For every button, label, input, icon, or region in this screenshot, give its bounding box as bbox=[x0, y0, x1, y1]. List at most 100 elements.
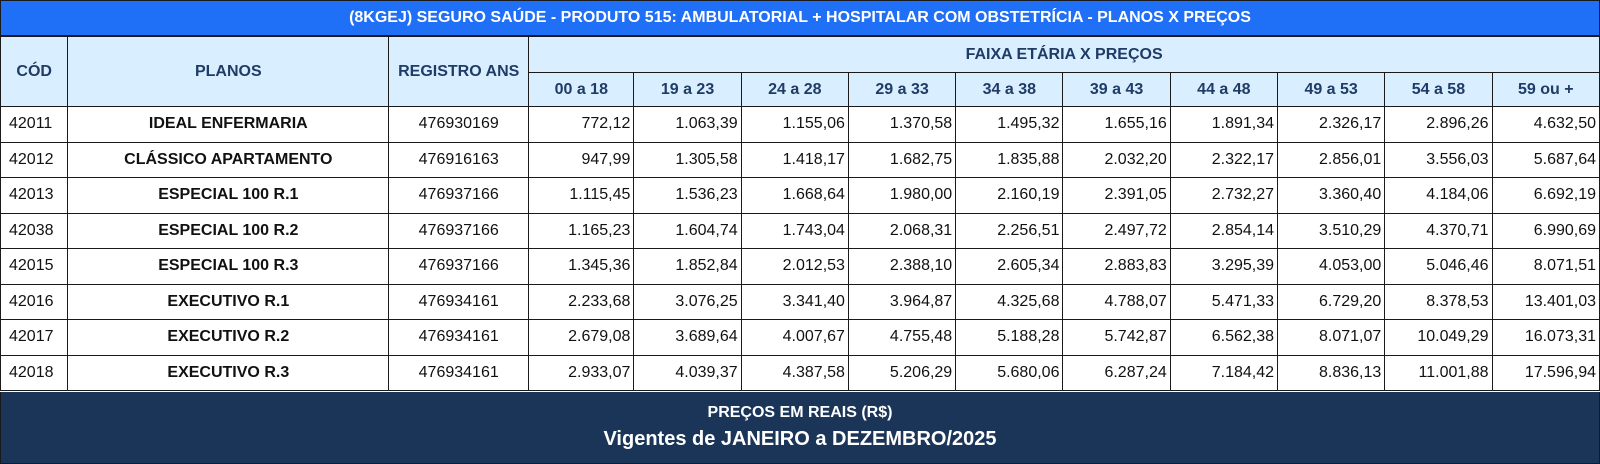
price-cell: 1.115,45 bbox=[528, 177, 635, 214]
registry-cell: 476937166 bbox=[388, 212, 530, 249]
plan-name-cell: ESPECIAL 100 R.1 bbox=[67, 177, 390, 214]
registry-cell: 476934161 bbox=[388, 283, 530, 320]
price-cell: 8.071,51 bbox=[1491, 248, 1600, 285]
registry-cell: 476934161 bbox=[388, 319, 530, 356]
price-cell: 2.256,51 bbox=[955, 212, 1064, 249]
price-cell: 6.287,24 bbox=[1062, 354, 1171, 391]
price-cell: 5.680,06 bbox=[955, 354, 1064, 391]
price-cell: 16.073,31 bbox=[1491, 319, 1600, 356]
price-cell: 1.682,75 bbox=[847, 141, 957, 178]
price-cell: 10.049,29 bbox=[1384, 319, 1493, 356]
plan-code-cell: 42017 bbox=[0, 319, 69, 356]
price-cell: 6.729,20 bbox=[1276, 283, 1386, 320]
age-band-header: 59 ou + bbox=[1491, 72, 1600, 107]
price-cell: 2.233,68 bbox=[528, 283, 635, 320]
price-cell: 2.854,14 bbox=[1169, 212, 1279, 249]
price-cell: 5.687,64 bbox=[1491, 141, 1600, 178]
price-cell: 1.891,34 bbox=[1169, 106, 1279, 143]
age-band-header: 00 a 18 bbox=[528, 72, 635, 107]
table-row: 42018 EXECUTIVO R.3 476934161 2.933,07 4.039… bbox=[0, 354, 1600, 391]
price-cell: 6.692,19 bbox=[1491, 177, 1600, 214]
price-cell: 2.497,72 bbox=[1062, 212, 1171, 249]
price-cell: 1.370,58 bbox=[847, 106, 957, 143]
age-band-header: 39 a 43 bbox=[1062, 72, 1171, 107]
price-cell: 2.896,26 bbox=[1384, 106, 1493, 143]
price-cell: 1.852,84 bbox=[633, 248, 742, 285]
price-cell: 2.322,17 bbox=[1169, 141, 1279, 178]
registry-cell: 476934161 bbox=[388, 354, 530, 391]
footer-banner: PREÇOS EM REAIS (R$) Vigentes de JANEIRO… bbox=[0, 392, 1600, 464]
price-cell: 3.295,39 bbox=[1169, 248, 1279, 285]
price-cell: 1.604,74 bbox=[633, 212, 742, 249]
price-cell: 3.510,29 bbox=[1276, 212, 1386, 249]
price-cell: 5.471,33 bbox=[1169, 283, 1279, 320]
registry-cell: 476930169 bbox=[388, 106, 530, 143]
price-cell: 3.341,40 bbox=[740, 283, 849, 320]
price-cell: 2.856,01 bbox=[1276, 141, 1386, 178]
price-cell: 2.326,17 bbox=[1276, 106, 1386, 143]
plan-code-cell: 42018 bbox=[0, 354, 69, 391]
price-cell: 2.032,20 bbox=[1062, 141, 1171, 178]
code-header: CÓD bbox=[0, 36, 69, 107]
table-row: 42016 EXECUTIVO R.1 476934161 2.233,68 3.076… bbox=[0, 283, 1600, 320]
age-band-header: 44 a 48 bbox=[1169, 72, 1279, 107]
price-cell: 5.206,29 bbox=[847, 354, 957, 391]
table-row: 42013 ESPECIAL 100 R.1 476937166 1.115,45 1.… bbox=[0, 177, 1600, 214]
price-cell: 1.305,58 bbox=[633, 141, 742, 178]
validity-note: Vigentes de JANEIRO a DEZEMBRO/2025 bbox=[603, 428, 997, 450]
plan-code-cell: 42011 bbox=[0, 106, 69, 143]
price-cell: 2.883,83 bbox=[1062, 248, 1171, 285]
price-cell: 2.732,27 bbox=[1169, 177, 1279, 214]
table-row: 42017 EXECUTIVO R.2 476934161 2.679,08 3.689… bbox=[0, 319, 1600, 356]
price-cell: 8.071,07 bbox=[1276, 319, 1386, 356]
price-cell: 4.184,06 bbox=[1384, 177, 1493, 214]
price-cell: 13.401,03 bbox=[1491, 283, 1600, 320]
price-cell: 1.668,64 bbox=[740, 177, 849, 214]
registry-cell: 476937166 bbox=[388, 177, 530, 214]
price-cell: 3.076,25 bbox=[633, 283, 742, 320]
price-cell: 2.605,34 bbox=[955, 248, 1064, 285]
table-title: (8KGEJ) SEGURO SAÚDE - PRODUTO 515: AMBU… bbox=[0, 0, 1600, 36]
price-cell: 4.053,00 bbox=[1276, 248, 1386, 285]
plan-name-cell: EXECUTIVO R.3 bbox=[67, 354, 390, 391]
price-cell: 1.418,17 bbox=[740, 141, 849, 178]
price-cell: 3.964,87 bbox=[847, 283, 957, 320]
price-cell: 1.743,04 bbox=[740, 212, 849, 249]
age-band-header: 29 a 33 bbox=[847, 72, 957, 107]
price-cell: 1.165,23 bbox=[528, 212, 635, 249]
price-cell: 1.655,16 bbox=[1062, 106, 1171, 143]
price-cell: 4.788,07 bbox=[1062, 283, 1171, 320]
plan-code-cell: 42013 bbox=[0, 177, 69, 214]
plans-header: PLANOS bbox=[67, 36, 390, 107]
price-cell: 2.388,10 bbox=[847, 248, 957, 285]
registry-cell: 476937166 bbox=[388, 248, 530, 285]
plan-name-cell: CLÁSSICO APARTAMENTO bbox=[67, 141, 390, 178]
price-cell: 5.188,28 bbox=[955, 319, 1064, 356]
price-cell: 772,12 bbox=[528, 106, 635, 143]
plan-name-cell: IDEAL ENFERMARIA bbox=[67, 106, 390, 143]
price-table: CÓD PLANOS REGISTRO ANS FAIXA ETÁRIA X P… bbox=[0, 36, 1600, 391]
price-cell: 6.562,38 bbox=[1169, 319, 1279, 356]
price-cell: 2.068,31 bbox=[847, 212, 957, 249]
age-band-header: 34 a 38 bbox=[955, 72, 1064, 107]
price-cell: 8.836,13 bbox=[1276, 354, 1386, 391]
table-row: 42012 CLÁSSICO APARTAMENTO 476916163 947,99… bbox=[0, 141, 1600, 178]
price-cell: 2.391,05 bbox=[1062, 177, 1171, 214]
price-cell: 4.325,68 bbox=[955, 283, 1064, 320]
price-cell: 6.990,69 bbox=[1491, 212, 1600, 249]
age-band-header: 49 a 53 bbox=[1276, 72, 1386, 107]
price-cell: 5.742,87 bbox=[1062, 319, 1171, 356]
price-cell: 1.063,39 bbox=[633, 106, 742, 143]
price-cell: 4.632,50 bbox=[1491, 106, 1600, 143]
price-cell: 2.012,53 bbox=[740, 248, 849, 285]
plan-name-cell: EXECUTIVO R.1 bbox=[67, 283, 390, 320]
price-cell: 3.556,03 bbox=[1384, 141, 1493, 178]
registry-cell: 476916163 bbox=[388, 141, 530, 178]
price-cell: 1.980,00 bbox=[847, 177, 957, 214]
price-cell: 4.387,58 bbox=[740, 354, 849, 391]
price-cell: 3.360,40 bbox=[1276, 177, 1386, 214]
price-cell: 1.155,06 bbox=[740, 106, 849, 143]
price-cell: 4.370,71 bbox=[1384, 212, 1493, 249]
price-cell: 7.184,42 bbox=[1169, 354, 1279, 391]
